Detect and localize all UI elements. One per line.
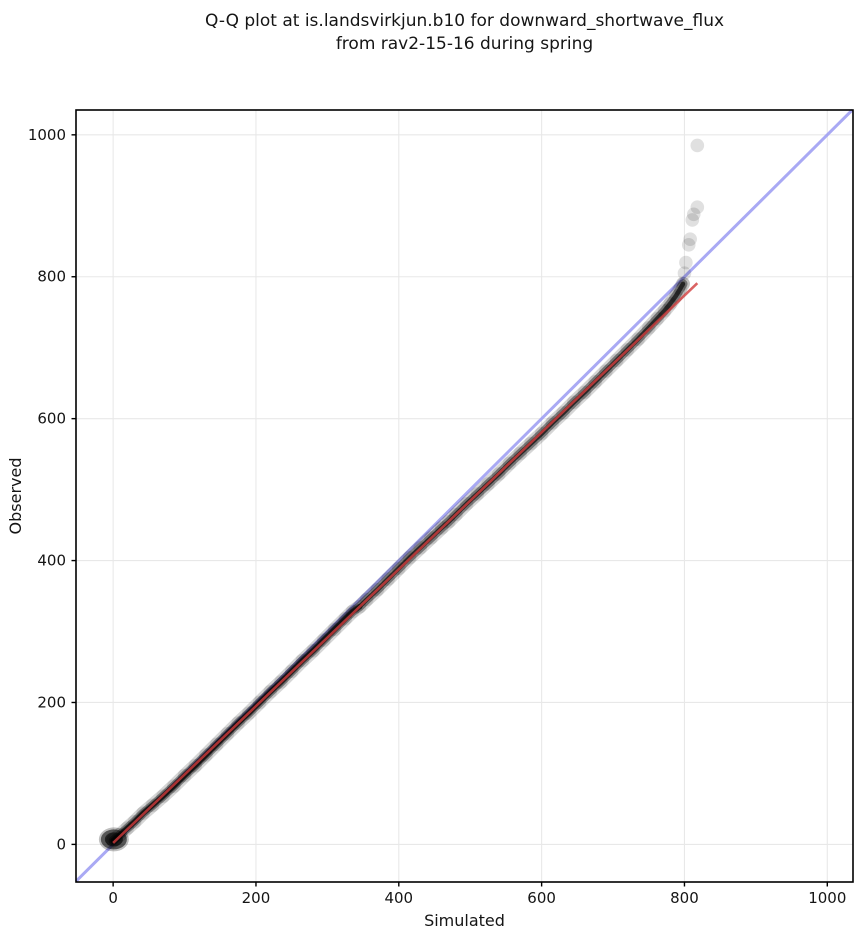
chart-title-line1: Q-Q plot at is.landsvirkjun.b10 for down… bbox=[204, 11, 725, 31]
quantile-point bbox=[676, 277, 690, 291]
quantile-point bbox=[657, 304, 672, 318]
y-tick-label: 200 bbox=[37, 693, 66, 711]
outlier-point bbox=[690, 138, 705, 153]
x-tick-label: 600 bbox=[527, 889, 556, 907]
y-tick-label: 1000 bbox=[28, 126, 66, 144]
plot-border bbox=[75, 109, 854, 883]
outlier-point bbox=[690, 200, 705, 215]
x-tick-label: 800 bbox=[670, 889, 699, 907]
x-tick-label: 200 bbox=[242, 889, 271, 907]
linear-fit-line bbox=[112, 282, 699, 844]
y-tick-label: 600 bbox=[37, 410, 66, 428]
chart-title: Q-Q plot at is.landsvirkjun.b10 for down… bbox=[76, 10, 853, 56]
y-tick-label: 400 bbox=[37, 552, 66, 570]
quantile-point bbox=[650, 311, 665, 326]
origin-cluster-core bbox=[104, 832, 123, 847]
quantile-point bbox=[673, 282, 687, 296]
outlier-point bbox=[683, 232, 697, 246]
quantile-point bbox=[345, 604, 360, 619]
y-tick-label: 800 bbox=[37, 268, 66, 286]
outlier-point bbox=[681, 238, 696, 252]
outlier-point bbox=[685, 213, 700, 227]
x-axis-label: Simulated bbox=[424, 911, 505, 930]
outlier-point bbox=[679, 255, 693, 270]
x-tick-label: 1000 bbox=[808, 889, 846, 907]
y-tick-label: 0 bbox=[56, 835, 66, 853]
outlier-point bbox=[677, 266, 692, 280]
y-axis-label: Observed bbox=[6, 458, 25, 535]
chart-title-line2: from rav2-15-16 during spring bbox=[335, 34, 594, 54]
x-tick-label: 0 bbox=[108, 889, 118, 907]
outlier-point bbox=[686, 207, 701, 222]
x-tick-label: 400 bbox=[384, 889, 413, 907]
